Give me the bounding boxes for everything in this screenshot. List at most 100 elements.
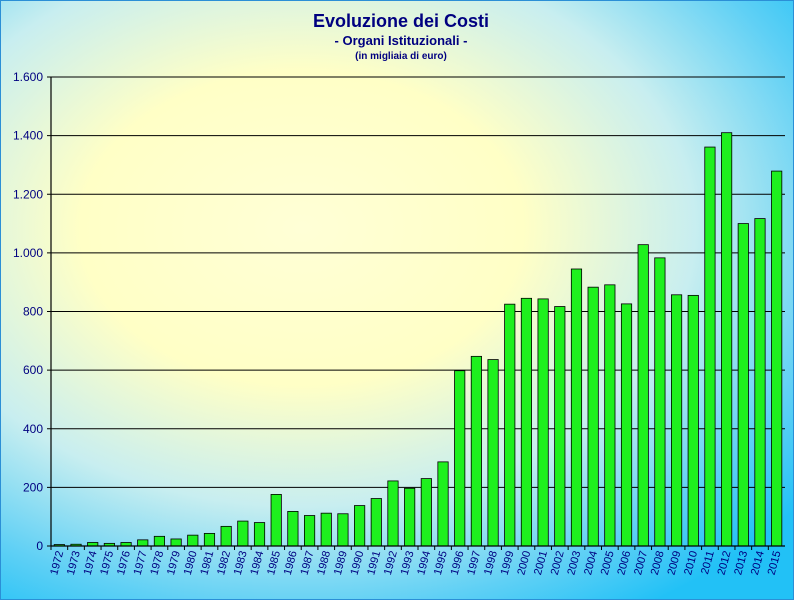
bar [637,244,649,547]
x-tick-label: 1981 [198,550,216,577]
bar [537,298,549,547]
x-tick-label: 2003 [565,550,583,577]
bar [220,525,232,547]
x-tick-label: 1997 [465,550,483,577]
x-tick-label: 2011 [699,550,717,576]
x-tick-label: 1996 [449,550,467,577]
x-tick-label: 1992 [382,550,400,577]
bar [237,520,249,547]
bar [354,505,366,547]
bar [737,223,749,547]
x-tick-label: 1998 [482,550,500,577]
bar [570,268,583,547]
bar [404,487,416,547]
x-tick-label: 2010 [682,550,700,577]
y-tick-label: 0 [36,539,43,553]
x-tick-label: 1984 [248,550,266,577]
x-tick-label: 1976 [115,550,133,577]
bar [520,297,533,547]
bar [487,359,499,547]
x-tick-label: 2002 [549,550,567,577]
bar [253,522,266,547]
x-tick-label: 1988 [315,550,333,577]
bar [554,306,566,547]
bar [454,370,466,547]
bar [604,284,616,547]
y-tick-label: 1.400 [13,129,43,143]
bar [704,146,716,547]
y-tick-label: 1.000 [13,246,43,260]
y-tick-label: 600 [23,363,43,377]
bar [687,294,699,547]
x-tick-label: 1999 [499,550,517,577]
y-tick-label: 1.600 [13,70,43,84]
bar [170,538,182,547]
x-tick-label: 2008 [649,550,667,577]
x-tick-label: 2012 [716,550,734,577]
x-tick-label: 1994 [415,550,433,577]
bar [620,303,633,547]
bar [754,218,766,547]
y-axis-ticks: 0 200 400 600 800 1.000 1.200 1.400 1.600 [13,70,51,553]
x-tick-label: 2015 [766,550,784,577]
bar [137,539,149,547]
bar [187,534,199,547]
x-tick-label: 2005 [599,550,617,577]
x-tick-label: 2006 [615,550,633,577]
bar [420,478,432,547]
x-tick-label: 1982 [215,550,233,577]
y-tick-label: 800 [23,305,43,319]
x-tick-label: 2007 [632,550,650,577]
x-tick-label: 2009 [666,550,684,577]
x-tick-label: 1985 [265,550,283,577]
chart-title: Evoluzione dei Costi [313,11,489,31]
x-tick-label: 1983 [232,550,250,577]
x-tick-label: 1975 [98,550,116,577]
x-tick-label: 1986 [282,550,300,577]
x-tick-label: 1993 [399,550,417,577]
x-tick-label: 2013 [732,550,750,577]
bar [470,355,482,547]
x-tick-label: 1990 [349,550,367,577]
grid-lines [51,76,785,488]
bar [387,480,399,547]
chart-unit-note: (in migliaia di euro) [355,51,447,62]
bar [721,132,733,547]
y-tick-label: 200 [23,480,43,494]
y-tick-label: 400 [23,422,43,436]
x-tick-label: 1974 [82,550,100,577]
y-tick-label: 1.200 [13,187,43,201]
bar [587,286,599,547]
bar [287,511,299,547]
x-axis-ticks: 1972197319741975197619771978197919801981… [48,546,784,577]
x-tick-label: 1979 [165,550,183,577]
bar [270,494,282,547]
bar [437,461,449,547]
x-tick-label: 2000 [515,550,533,577]
x-tick-label: 2014 [749,550,767,577]
bar [303,515,316,547]
bar [320,512,332,547]
x-tick-label: 1973 [65,550,83,577]
bars [53,132,783,547]
x-tick-label: 1995 [432,550,450,577]
bar [203,532,216,547]
x-tick-label: 1977 [132,550,150,577]
bar [771,170,783,547]
x-tick-label: 1991 [365,550,383,577]
x-tick-label: 1989 [332,550,350,577]
bar [370,498,382,547]
bar [153,535,166,547]
x-tick-label: 2001 [532,550,550,577]
x-tick-label: 1978 [148,550,166,577]
chart-subtitle: - Organi Istituzionali - [335,33,468,48]
x-tick-label: 1972 [48,550,66,577]
bar [337,513,349,547]
x-tick-label: 1987 [299,550,317,577]
x-tick-label: 2004 [582,550,600,577]
bar [504,303,516,547]
bar [670,294,683,547]
x-tick-label: 1980 [182,550,200,577]
